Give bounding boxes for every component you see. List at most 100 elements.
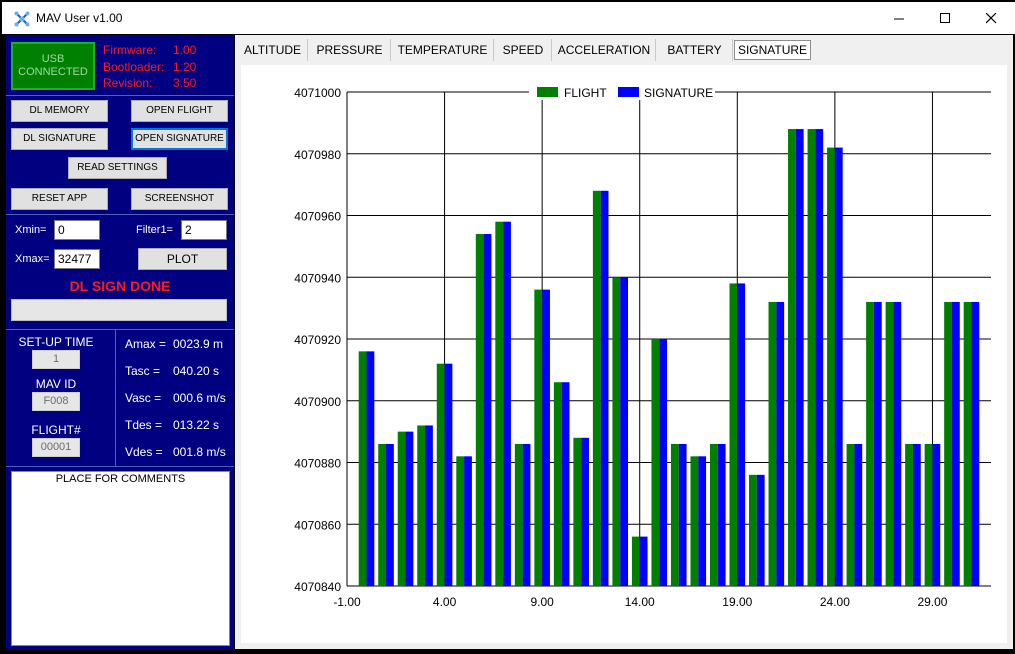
flight-number-field: 00001 <box>32 438 80 457</box>
x-tick-label: 24.00 <box>820 595 850 609</box>
tab-speed[interactable]: SPEED <box>495 39 552 61</box>
signature-bar <box>405 431 414 586</box>
flight-bar <box>866 301 874 586</box>
dl-memory-button[interactable]: DL MEMORY <box>11 100 108 122</box>
signature-bar <box>503 221 511 587</box>
flight-bar <box>631 536 640 586</box>
tab-pressure[interactable]: PRESSURE <box>309 39 391 61</box>
minimize-icon <box>894 18 904 20</box>
tab-altitude[interactable]: ALTITUDE <box>238 39 308 61</box>
flight-bar <box>495 221 504 587</box>
flight-bar <box>846 443 855 586</box>
setup-time-field: 1 <box>32 350 80 369</box>
flight-bar <box>963 301 972 586</box>
usb-status-line1: USB <box>41 53 65 65</box>
y-tick-label: 4070960 <box>294 210 341 224</box>
close-button[interactable] <box>969 2 1015 34</box>
signature-bar <box>873 301 882 586</box>
xmin-label: Xmin= <box>15 224 47 236</box>
signature-bar <box>366 351 375 586</box>
signature-bar <box>542 289 550 586</box>
stat-vdes-value: 001.8 m/s <box>173 445 226 459</box>
minimize-button[interactable] <box>877 2 923 34</box>
control-panel: USB CONNECTED Firmware: 1.00 Bootloader:… <box>6 35 234 649</box>
tab-battery[interactable]: BATTERY <box>657 39 733 61</box>
open-flight-button[interactable]: OPEN FLIGHT <box>131 100 228 122</box>
firmware-label: Firmware: <box>103 43 157 57</box>
revision-value: 3.50 <box>173 76 197 90</box>
stat-tasc-label: Tasc = <box>125 364 161 378</box>
signature-bar <box>815 129 824 587</box>
flight-bar <box>358 351 367 586</box>
signature-bar <box>639 536 648 586</box>
signature-bar <box>795 129 804 587</box>
maximize-button[interactable] <box>923 2 969 34</box>
filter1-input[interactable]: 2 <box>181 220 227 240</box>
stat-vasc-label: Vasc = <box>125 391 162 405</box>
tab-acceleration[interactable]: ACCELERATION <box>553 39 656 61</box>
dl-signature-button[interactable]: DL SIGNATURE <box>11 128 108 150</box>
reset-app-button[interactable]: RESET APP <box>11 188 108 210</box>
signature-bar <box>581 437 589 586</box>
x-tick-label: 4.00 <box>433 595 457 609</box>
status-message: DL SIGN DONE <box>69 278 171 294</box>
flight-bar <box>553 382 562 586</box>
signature-bar <box>678 443 687 586</box>
legend-label-signature: SIGNATURE <box>644 86 713 100</box>
signature-bar <box>600 190 609 587</box>
screenshot-button[interactable]: SCREENSHOT <box>131 188 228 210</box>
signature-bar <box>951 301 960 586</box>
stat-vdes: Vdes = 001.8 m/s <box>125 445 226 459</box>
read-settings-button[interactable]: READ SETTINGS <box>68 157 167 179</box>
signature-bar <box>620 277 629 586</box>
stat-vasc: Vasc = 000.6 m/s <box>125 391 226 405</box>
progress-bar <box>11 299 227 321</box>
open-signature-button[interactable]: OPEN SIGNATURE <box>131 128 228 150</box>
flight-bar <box>417 425 426 586</box>
signature-bar <box>386 443 394 586</box>
plot-button[interactable]: PLOT <box>138 248 227 270</box>
signature-bar <box>971 301 980 586</box>
divider <box>6 466 234 467</box>
signature-chart: 4070840 4070860 4070880 4070900 4070920 40709… <box>294 84 991 609</box>
legend-swatch-signature <box>618 87 639 97</box>
setup-time-label: SET-UP TIME <box>18 335 94 349</box>
tab-signature[interactable]: SIGNATURE <box>734 40 811 60</box>
usb-status-indicator: USB CONNECTED <box>11 42 95 90</box>
flight-bar <box>749 474 757 586</box>
y-tick-label: 4070900 <box>294 395 341 409</box>
signature-bar <box>444 363 453 586</box>
legend-label-flight: FLIGHT <box>564 86 607 100</box>
revision-label: Revision: <box>103 76 153 90</box>
flight-bar <box>475 234 484 586</box>
signature-bar <box>698 456 707 586</box>
tab-temperature[interactable]: TEMPERATURE <box>392 39 494 61</box>
flight-bar <box>905 443 913 586</box>
comments-placeholder: PLACE FOR COMMENTS <box>55 473 186 485</box>
mav-id-field: F008 <box>32 392 80 411</box>
comments-textarea[interactable]: PLACE FOR COMMENTS <box>11 471 230 646</box>
y-tick-label: 4070940 <box>294 271 341 285</box>
divider <box>6 95 234 96</box>
x-tick-label: 19.00 <box>722 595 752 609</box>
x-tick-label: 14.00 <box>625 595 655 609</box>
signature-bar <box>561 382 570 586</box>
flight-bar <box>612 277 621 586</box>
app-drone-icon <box>14 11 30 27</box>
flight-bar <box>729 283 738 586</box>
x-tick-label: -1.00 <box>333 595 361 609</box>
divider <box>6 214 234 215</box>
x-tick-label: 9.00 <box>530 595 554 609</box>
usb-status-line2: CONNECTED <box>18 66 88 78</box>
xmin-input[interactable]: 0 <box>54 220 100 240</box>
flight-number-label: FLIGHT# <box>31 423 81 437</box>
y-tick-label: 4070860 <box>294 518 341 532</box>
window-title: MAV User v1.00 <box>36 11 123 25</box>
firmware-value: 1.00 <box>173 43 197 57</box>
bootloader-label: Bootloader: <box>103 60 165 74</box>
flight-bar <box>573 437 582 586</box>
xmax-input[interactable]: 32477 <box>54 249 100 269</box>
signature-bar <box>912 443 921 586</box>
y-tick-label: 4070980 <box>294 148 341 162</box>
stat-vdes-label: Vdes = <box>125 445 163 459</box>
